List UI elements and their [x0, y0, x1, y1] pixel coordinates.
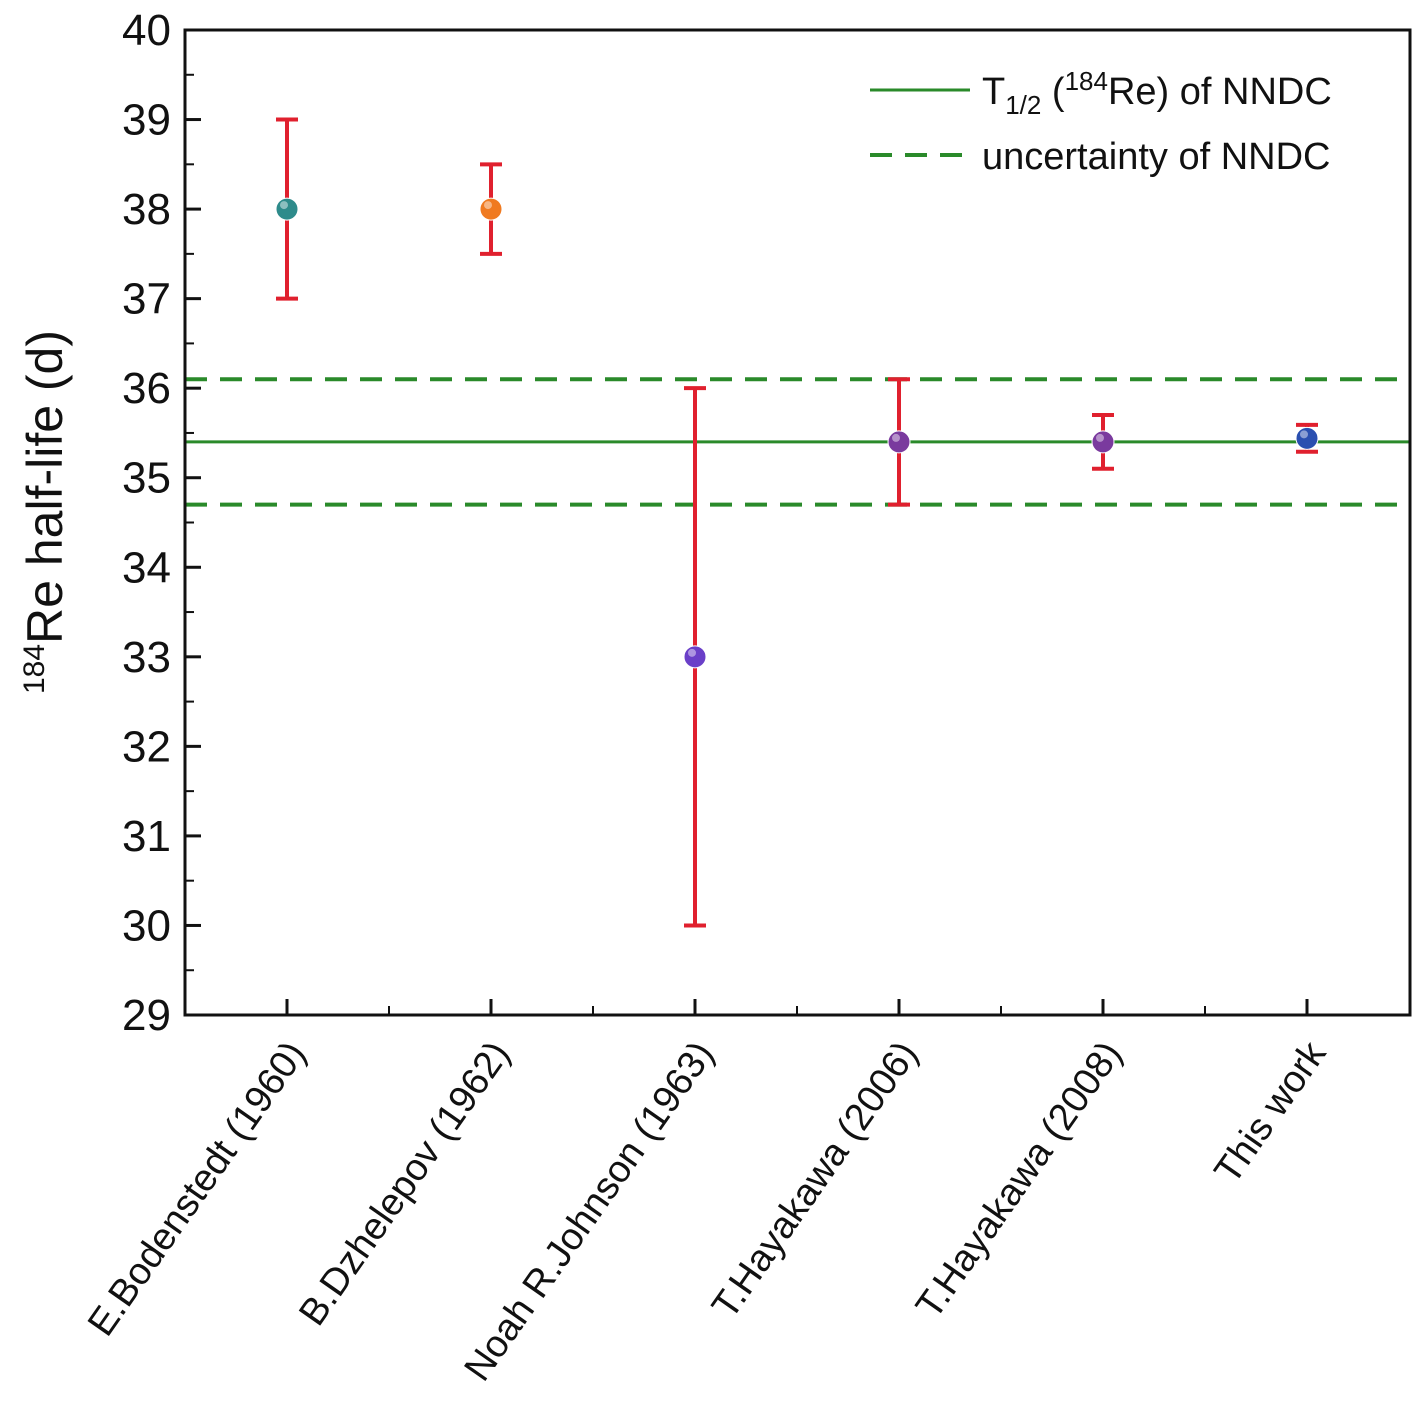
y-axis-label: 184Re half-life (d)	[17, 330, 73, 694]
y-tick-label: 38	[122, 185, 171, 234]
y-axis: 29 30 31 32 33 34 35 36 37 38 39 40	[122, 6, 201, 1040]
y-axis-label-superscript: 184	[18, 644, 51, 694]
y-tick-label: 32	[122, 722, 171, 771]
legend: T1/2 (184Re) of NNDC uncertainty of NNDC	[870, 66, 1332, 178]
data-point-group	[275, 117, 299, 301]
y-tick-label: 35	[122, 454, 171, 503]
y-axis-label-text: Re half-life (d)	[17, 330, 73, 644]
data-point-highlight	[688, 648, 696, 657]
data-point-group	[683, 386, 707, 928]
x-category-label: T.Hayakawa (2006)	[704, 1034, 926, 1326]
data-point-group	[887, 377, 911, 507]
data-point-highlight	[484, 201, 492, 210]
y-tick-label: 31	[122, 812, 171, 861]
y-tick-label: 40	[122, 6, 171, 55]
data-point-highlight	[1300, 430, 1308, 439]
x-axis: E.Bodenstedt (1960)B.Dzhelepov (1962)Noa…	[80, 999, 1335, 1389]
data-point-group	[1295, 422, 1319, 454]
data-point-marker	[1295, 426, 1319, 450]
data-point-marker	[479, 197, 503, 221]
data-point-highlight	[280, 201, 288, 210]
data-point-marker	[275, 197, 299, 221]
data-point-marker	[887, 430, 911, 454]
x-category-label: This work	[1207, 1033, 1335, 1191]
data-point-highlight	[892, 433, 900, 442]
y-tick-label: 30	[122, 901, 171, 950]
legend-entry-half-life: T1/2 (184Re) of NNDC	[982, 66, 1332, 120]
data-point-highlight	[1096, 433, 1104, 442]
reference-lines	[185, 377, 1410, 507]
x-category-label: T.Hayakawa (2008)	[908, 1034, 1130, 1326]
y-tick-label: 36	[122, 364, 171, 413]
data-point-group	[479, 162, 503, 256]
data-points	[275, 117, 1319, 928]
data-point-group	[1091, 413, 1115, 471]
x-category-label: E.Bodenstedt (1960)	[80, 1034, 314, 1344]
y-tick-label: 37	[122, 275, 171, 324]
data-point-marker	[683, 645, 707, 669]
x-category-label: B.Dzhelepov (1962)	[291, 1034, 518, 1333]
y-tick-label: 33	[122, 633, 171, 682]
y-tick-label: 29	[122, 991, 171, 1040]
legend-entry-uncertainty: uncertainty of NNDC	[982, 136, 1330, 178]
y-tick-label: 39	[122, 96, 171, 145]
data-point-marker	[1091, 430, 1115, 454]
y-tick-label: 34	[122, 543, 171, 592]
